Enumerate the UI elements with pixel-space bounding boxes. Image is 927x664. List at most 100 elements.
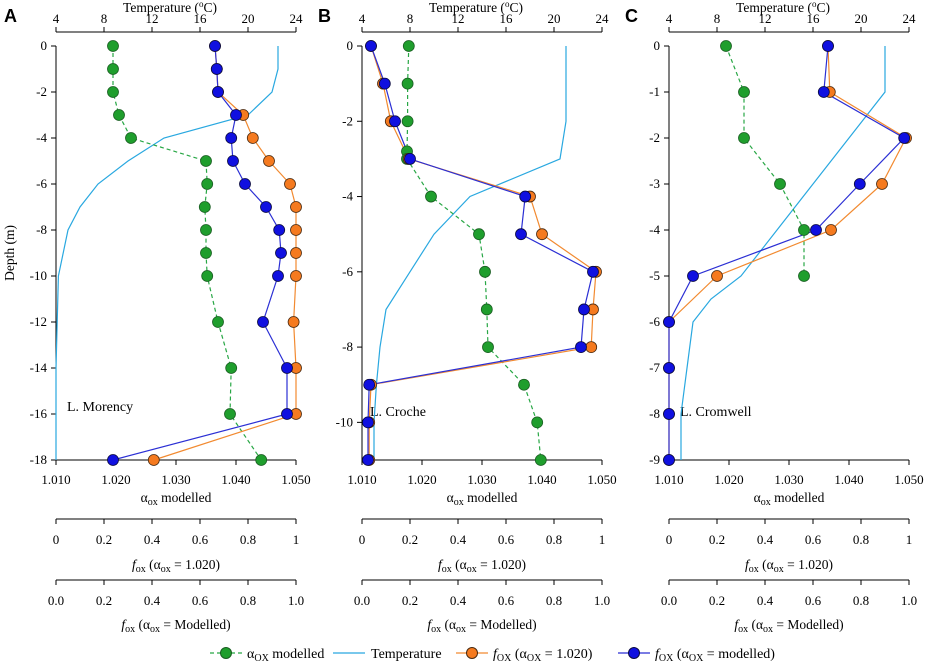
foxmod-point — [281, 362, 293, 374]
temperature-axis-title: Temperature (oC) — [429, 0, 523, 15]
foxmod-point — [389, 115, 401, 128]
foxmod-point — [663, 408, 675, 420]
temperature-line — [55, 46, 279, 460]
foxmod-line — [668, 45, 906, 460]
foxmod-point — [281, 408, 293, 420]
temperature-line — [680, 46, 886, 460]
y-tick-label: -12 — [30, 314, 47, 329]
alpha-point — [200, 247, 212, 259]
lake-label: L. Morency — [67, 400, 133, 415]
fox020-tick-label: 0 — [359, 532, 366, 547]
temp-tick-label: 24 — [903, 11, 917, 26]
y-tick-label: -9 — [649, 452, 660, 467]
fox020-point — [290, 201, 302, 213]
alpha-point — [738, 86, 750, 98]
foxmod-point — [362, 454, 374, 466]
foxmod-point — [515, 228, 527, 241]
foxmod-point — [362, 416, 374, 429]
fox020-tick-label: 0.6 — [498, 532, 515, 547]
panel-b: B 0 -2 -4 -6 -8 -10 4 8 12 16 20 24 Temperature (oC) 1… — [318, 0, 617, 635]
foxmod-point — [225, 132, 238, 144]
temp-tick-label: 24 — [596, 11, 610, 26]
alpha-point — [255, 454, 268, 466]
legend: αOX modelled Temperature fOX (αOX = 1.02… — [210, 647, 775, 664]
fox020-point — [290, 247, 302, 259]
fox020-point — [536, 228, 548, 241]
temp-tick-label: 16 — [194, 11, 208, 26]
y-tick-label: -8 — [36, 222, 47, 237]
alpha-tick-label: 1.010 — [41, 472, 70, 487]
alpha-tick-label: 1.010 — [654, 472, 683, 487]
legend-alpha-marker — [220, 647, 232, 659]
foxmod-point — [898, 132, 911, 144]
fox020-point — [585, 341, 598, 353]
foxmod-point — [107, 454, 119, 466]
foxmod-line — [367, 45, 594, 460]
fox020-tick-label: 0.4 — [144, 532, 161, 547]
alpha-tick-label: 1.030 — [467, 472, 496, 487]
legend-alpha-label: αOX modelled — [247, 647, 324, 664]
fox020-tick-label: 1 — [906, 532, 913, 547]
fox020-point — [876, 178, 888, 190]
alpha-point — [401, 77, 414, 90]
foxmod-tick-label: 0.8 — [546, 593, 562, 608]
fox020-tick-label: 0.6 — [192, 532, 209, 547]
foxmod-point — [212, 86, 224, 98]
alpha-point — [107, 86, 119, 98]
foxmod-tick-label: 0.2 — [709, 593, 725, 608]
fox020-point — [246, 132, 259, 144]
y-tick-label: 0 — [347, 38, 354, 53]
temp-tick-label: 24 — [290, 11, 304, 26]
alpha-tick-label: 1.010 — [347, 472, 376, 487]
foxmod-point — [663, 454, 675, 466]
foxmod-tick-label: 0.0 — [354, 593, 370, 608]
foxmod-point — [663, 316, 675, 328]
fox020-tick-label: 0.4 — [450, 532, 467, 547]
y-axis-title: Depth (m) — [2, 225, 17, 281]
y-tick-label: -2 — [342, 113, 353, 128]
foxmod-tick-label: 0.6 — [192, 593, 209, 608]
y-tick-label: -8 — [649, 406, 660, 421]
temp-tick-label: 4 — [53, 11, 60, 26]
alpha-line — [725, 45, 805, 276]
alpha-tick-label: 1.040 — [834, 472, 863, 487]
fox020-axis-title: fox (αox = 1.020) — [745, 557, 833, 575]
y-tick-label: -10 — [336, 414, 353, 429]
foxmod-point — [519, 190, 532, 203]
y-tick-label: -6 — [649, 314, 660, 329]
alpha-line — [406, 45, 542, 461]
fox020-point — [287, 316, 300, 328]
alpha-point — [198, 201, 211, 213]
alpha-point — [107, 40, 119, 52]
foxmod-point — [257, 316, 269, 328]
alpha-tick-label: 1.020 — [407, 472, 436, 487]
foxmod-point — [810, 224, 822, 236]
alpha-point — [479, 265, 491, 278]
alpha-tick-label: 1.050 — [587, 472, 616, 487]
alpha-point — [425, 190, 437, 203]
alpha-point — [518, 378, 530, 391]
foxmod-point — [275, 247, 287, 259]
foxmod-point — [822, 40, 834, 52]
temperature-axis-title: Temperature (oC) — [123, 0, 217, 15]
temp-tick-label: 16 — [500, 11, 514, 26]
temperature-line — [373, 46, 567, 460]
y-tick-label: -3 — [649, 176, 660, 191]
foxmod-point — [365, 40, 377, 52]
foxmod-point — [404, 153, 416, 165]
alpha-tick-label: 1.020 — [101, 472, 130, 487]
y-tick-label: 0 — [41, 38, 48, 53]
foxmod-tick-label: 0.2 — [402, 593, 418, 608]
fox020-point — [147, 454, 160, 466]
fox020-axis-title: fox (αox = 1.020) — [132, 557, 220, 575]
fox020-line — [668, 45, 907, 460]
fox020-tick-label: 1 — [293, 532, 300, 547]
y-tick-label: -1 — [649, 84, 660, 99]
alpha-axis-title: αox modelled — [447, 490, 518, 508]
fox020-line — [153, 45, 297, 461]
foxmod-tick-label: 0.2 — [96, 593, 112, 608]
fox020-tick-label: 0.2 — [402, 532, 418, 547]
foxmod-tick-label: 1.0 — [594, 593, 610, 608]
